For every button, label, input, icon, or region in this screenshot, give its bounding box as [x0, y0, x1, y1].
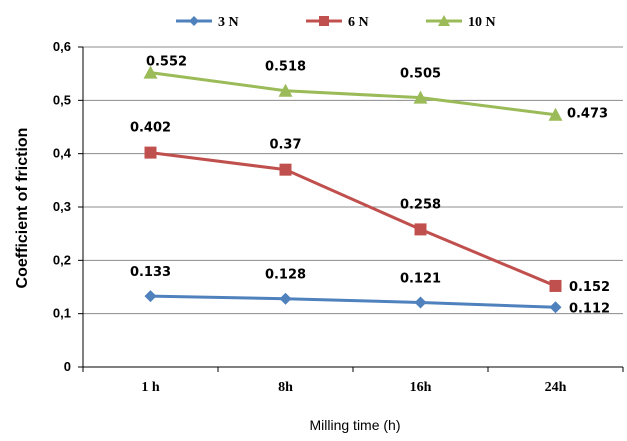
data-label: 0.133: [130, 265, 171, 280]
series-line-2: [150, 71, 556, 117]
y-tick-label: 0,6: [53, 39, 71, 54]
x-tick-label: 16h: [410, 380, 432, 395]
data-label: 0.121: [400, 271, 441, 286]
y-tick-label: 0: [64, 359, 71, 374]
data-label: 0.128: [265, 268, 306, 283]
data-point-triangle: [278, 83, 293, 97]
x-tick-label: 1 h: [141, 380, 160, 395]
y-tick-labels: 0 0,1 0,2 0,3 0,4 0,5 0,6: [53, 39, 72, 374]
legend: 3 N 6 N 10 N: [176, 15, 496, 30]
series-lines: [143, 65, 563, 314]
data-label: 0.152: [569, 280, 610, 295]
legend-entry-label: 10 N: [468, 15, 496, 30]
data-point-triangle: [438, 15, 450, 26]
data-label: 0.37: [269, 138, 301, 153]
x-axis-title: Milling time (h): [309, 417, 400, 433]
y-tick-label: 0,5: [53, 92, 71, 107]
x-tick-labels: 1 h 8h 16h 24h: [141, 380, 566, 395]
data-label: 0.258: [400, 197, 441, 212]
x-tick-label: 8h: [278, 380, 293, 395]
data-point-triangle: [143, 65, 158, 79]
data-label: 0.112: [569, 301, 610, 316]
y-tick-label: 0,3: [53, 199, 71, 214]
y-axis-title: Coefficient of friction: [14, 128, 31, 289]
axes: [78, 46, 624, 372]
data-point-diamond: [549, 301, 562, 314]
data-point-square: [279, 163, 292, 176]
legend-entry-label: 3 N: [218, 15, 239, 30]
series-line-1: [150, 151, 557, 288]
data-point-triangle: [548, 107, 563, 121]
data-point-diamond: [189, 16, 199, 26]
data-point-square: [549, 279, 562, 292]
data-label: 0.473: [567, 107, 608, 122]
data-label: 0.552: [146, 55, 187, 70]
data-point-square: [319, 16, 329, 26]
legend-entry-label: 6 N: [348, 15, 369, 30]
data-point-diamond: [144, 290, 157, 303]
data-point-triangle: [413, 90, 428, 104]
data-point-square: [414, 223, 427, 236]
series-line-0: [150, 294, 556, 309]
grid-lines: [83, 46, 623, 315]
data-label: 0.402: [130, 121, 171, 136]
data-label: 0.505: [400, 67, 441, 82]
x-tick-label: 24h: [545, 380, 567, 395]
data-labels: 0.133 0.128 0.121 0.112 0.402 0.37 0.258 0.152 0…: [130, 55, 610, 317]
y-tick-label: 0,2: [53, 252, 71, 267]
y-tick-label: 0,1: [53, 306, 71, 321]
y-tick-label: 0,4: [53, 146, 72, 161]
data-point-diamond: [414, 296, 427, 309]
data-point-square: [144, 146, 157, 159]
data-point-diamond: [279, 292, 292, 305]
data-label: 0.518: [265, 60, 306, 75]
